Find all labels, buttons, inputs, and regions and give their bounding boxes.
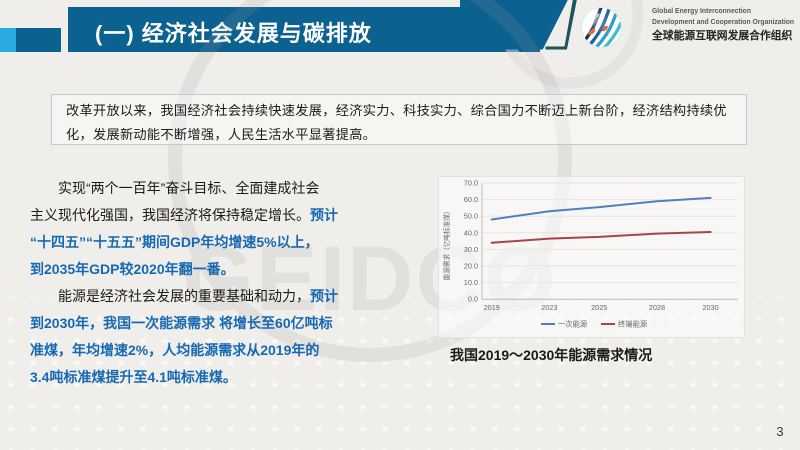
svg-text:2025: 2025 bbox=[591, 303, 607, 312]
svg-text:60.0: 60.0 bbox=[464, 195, 478, 204]
svg-text:20.0: 20.0 bbox=[464, 262, 478, 271]
svg-text:0.0: 0.0 bbox=[468, 295, 478, 304]
svg-text:一次能源: 一次能源 bbox=[558, 320, 588, 329]
svg-text:2028: 2028 bbox=[649, 303, 665, 312]
svg-text:10.0: 10.0 bbox=[464, 278, 478, 287]
svg-text:2019: 2019 bbox=[484, 303, 500, 312]
svg-text:70.0: 70.0 bbox=[464, 179, 478, 188]
svg-text:2030: 2030 bbox=[702, 303, 718, 312]
svg-text:40.0: 40.0 bbox=[464, 228, 478, 237]
svg-text:30.0: 30.0 bbox=[464, 245, 478, 254]
svg-text:能源需求（亿吨标准煤）: 能源需求（亿吨标准煤） bbox=[442, 208, 451, 281]
svg-text:2023: 2023 bbox=[541, 303, 557, 312]
svg-text:50.0: 50.0 bbox=[464, 212, 478, 221]
svg-text:终端能源: 终端能源 bbox=[618, 320, 648, 329]
